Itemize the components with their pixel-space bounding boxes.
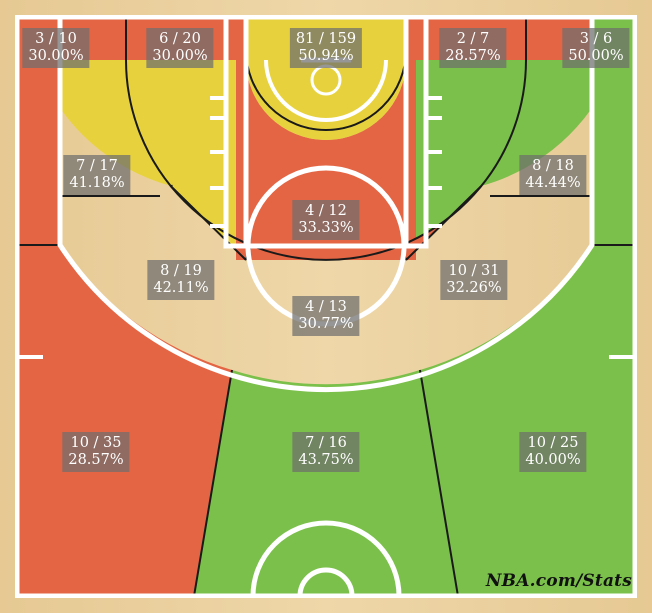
zone-percentage: 30.77% [298, 316, 354, 332]
zone-made-attempts: 10 / 35 [70, 435, 122, 451]
zone-label-mid-right-baseline: 2 / 7 28.57% [439, 28, 507, 68]
zone-restricted-area [246, 15, 406, 140]
zone-made-attempts: 8 / 18 [532, 158, 574, 174]
zone-made-attempts: 8 / 19 [160, 263, 202, 279]
zone-three-center [193, 370, 459, 598]
zone-made-attempts: 7 / 17 [76, 158, 118, 174]
zone-label-mid-left-wing: 8 / 19 42.11% [147, 260, 215, 300]
restricted-arc [264, 59, 388, 122]
zone-made-attempts: 2 / 7 [456, 31, 490, 47]
zone-percentage: 30.00% [28, 48, 84, 64]
lane-inner-line [243, 15, 409, 246]
zone-made-attempts: 81 / 159 [295, 31, 357, 47]
court-boundary-line [15, 15, 637, 598]
zone-made-attempts: 10 / 25 [527, 435, 579, 451]
zone-corner-right-three [592, 15, 637, 245]
zone-made-attempts: 4 / 12 [305, 203, 347, 219]
zone-percentage: 50.94% [298, 48, 354, 64]
zone-label-three-left-wing: 10 / 35 28.57% [62, 432, 130, 472]
zone-label-three-right-wing: 10 / 25 40.00% [519, 432, 587, 472]
zone-percentage: 40.00% [525, 452, 581, 468]
zone-mid-right-wing [400, 185, 482, 260]
zone-percentage: 42.11% [153, 280, 209, 296]
zone-percentage: 30.00% [152, 48, 208, 64]
zone-corner-left-three [15, 15, 60, 245]
zone-percentage: 44.44% [525, 175, 581, 191]
zone-percentage: 41.18% [69, 175, 125, 191]
zone-made-attempts: 4 / 13 [305, 299, 347, 315]
nba-stats-watermark: NBA.com/Stats [485, 571, 632, 591]
zone-made-attempts: 6 / 20 [159, 31, 201, 47]
three-splits [192, 369, 460, 598]
zone-percentage: 33.33% [298, 220, 354, 236]
zone-label-corner-right-three: 3 / 6 50.00% [562, 28, 630, 68]
zone-percentage: 43.75% [298, 452, 354, 468]
zone-mid-left-wing [170, 185, 252, 260]
three-point-line [57, 15, 595, 392]
zone-made-attempts: 10 / 31 [448, 263, 500, 279]
zone-percentage: 28.57% [445, 48, 501, 64]
zone-made-attempts: 7 / 16 [305, 435, 347, 451]
zone-label-restricted-area: 81 / 159 50.94% [289, 28, 363, 68]
zone-label-mid-right-elbow: 8 / 18 44.44% [519, 155, 587, 195]
zone-percentage: 32.26% [446, 280, 502, 296]
zone-label-mid-right-wing: 10 / 31 32.26% [440, 260, 508, 300]
zone-label-mid-center: 4 / 13 30.77% [292, 296, 360, 336]
zone-three-right-wing [420, 245, 637, 598]
zone-label-mid-left-elbow: 7 / 17 41.18% [63, 155, 131, 195]
restricted-boundary [245, 49, 407, 131]
center-circle-outer [250, 520, 402, 597]
zone-paint-non-ra [236, 60, 416, 260]
zone-percentage: 28.57% [68, 452, 124, 468]
zone-label-three-center: 7 / 16 43.75% [292, 432, 360, 472]
rim [310, 64, 342, 96]
zone-percentage: 50.00% [568, 48, 624, 64]
center-circle-inner [297, 567, 355, 597]
midrange-boundary [125, 15, 527, 261]
zone-made-attempts: 3 / 6 [579, 31, 613, 47]
zone-label-mid-left-baseline: 6 / 20 30.00% [146, 28, 214, 68]
zone-three-left-wing [15, 245, 232, 598]
zone-made-attempts: 3 / 10 [35, 31, 77, 47]
zone-label-paint-non-ra: 4 / 12 33.33% [292, 200, 360, 240]
zone-label-corner-left-three: 3 / 10 30.00% [22, 28, 90, 68]
free-throw-circle [245, 165, 407, 327]
